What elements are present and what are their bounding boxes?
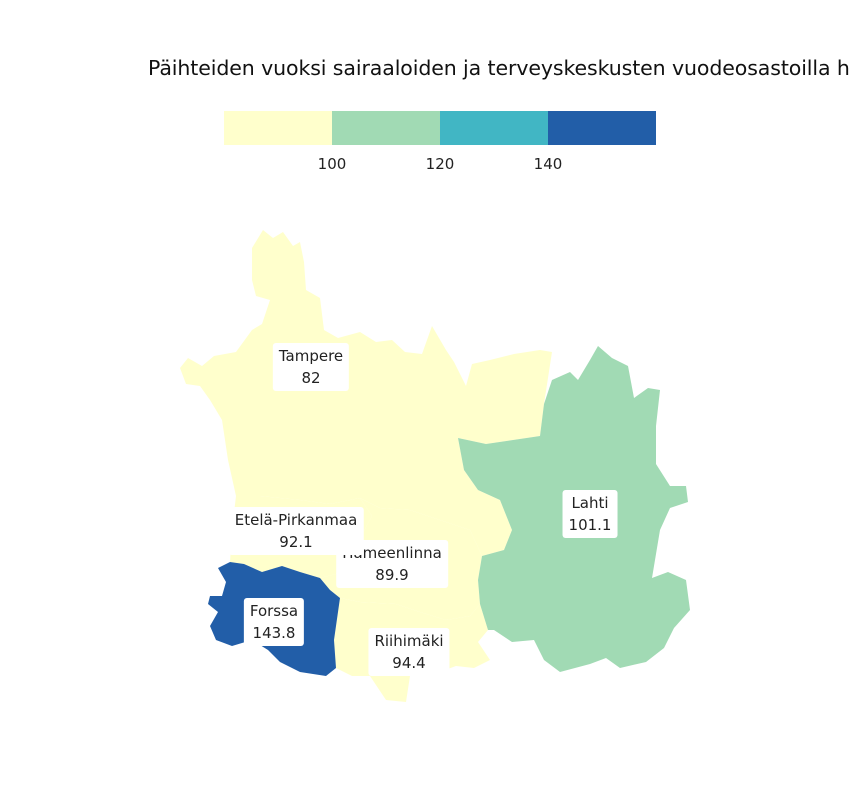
legend-swatch-1 [224,111,332,145]
legend-tick-100: 100 [317,155,347,173]
legend-swatch-2 [332,111,440,145]
region-label-forssa: Forssa 143.8 [243,598,305,646]
region-name: Riihimäki [374,632,444,650]
region-tampere[interactable] [180,230,552,556]
legend-swatch-3 [440,111,548,145]
region-name: Hämeenlinna [342,544,442,562]
region-name: Forssa [249,602,299,620]
region-value: 89.9 [375,566,409,584]
color-legend [224,111,656,145]
region-value: 92.1 [279,533,313,551]
legend-swatch-4 [548,111,656,145]
region-value: 94.4 [392,654,426,672]
region-label-lahti: Lahti 101.1 [562,490,618,538]
region-value: 143.8 [252,624,296,642]
map-title: Päihteiden vuoksi sairaaloiden ja tervey… [148,56,850,80]
legend-tick-120: 120 [425,155,455,173]
region-name: Lahti [571,494,609,512]
region-label-riihimaki: Riihimäki 94.4 [368,628,450,676]
region-label-tampere: Tampere 82 [272,343,350,391]
region-label-etela-pirkanmaa: Etelä-Pirkanmaa 92.1 [228,507,364,555]
region-value: 101.1 [568,516,612,534]
region-name: Tampere [278,347,344,365]
region-value: 82 [301,369,321,387]
region-name: Etelä-Pirkanmaa [234,511,358,529]
legend-tick-140: 140 [533,155,563,173]
